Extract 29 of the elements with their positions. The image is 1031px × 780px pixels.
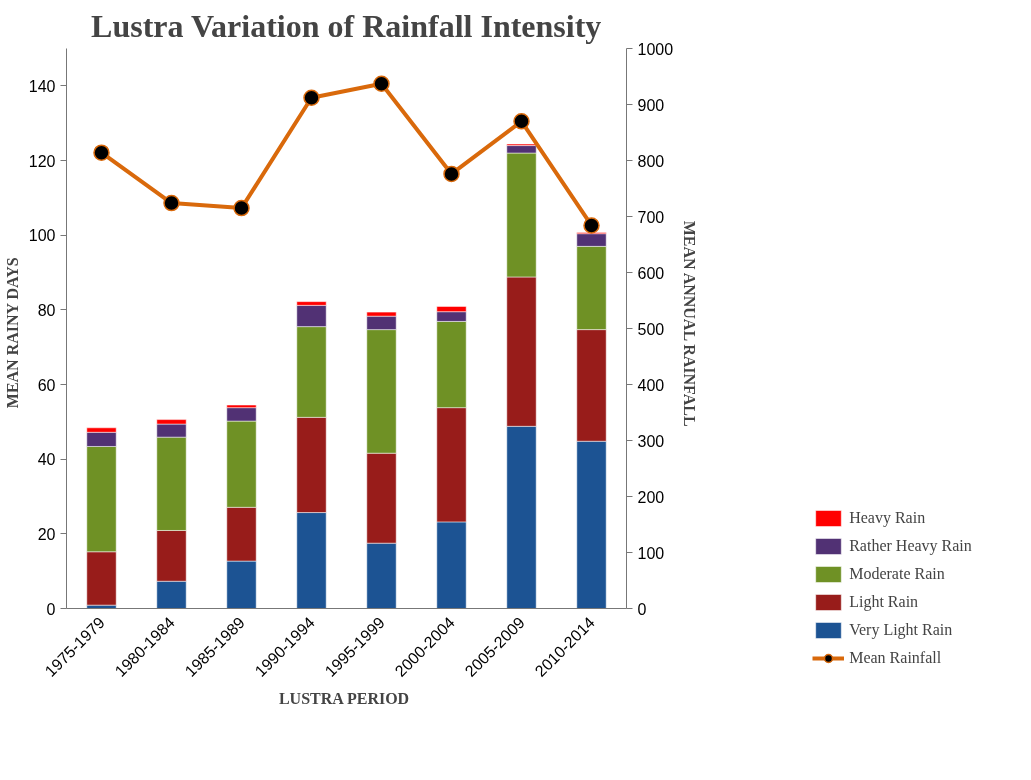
y-tick-label: 0 — [46, 600, 56, 618]
y2-tick-label: 1000 — [637, 40, 674, 58]
y-axis-title: MEAN RAINY DAYS — [3, 257, 21, 409]
y2-tick-label: 800 — [637, 152, 665, 170]
y2-tick-label: 100 — [637, 544, 665, 562]
y-tick-label: 100 — [28, 227, 56, 245]
y-tick-label: 120 — [28, 152, 56, 170]
y2-tick-label: 400 — [637, 376, 665, 394]
x-axis-title: LUSTRA PERIOD — [278, 690, 410, 708]
y2-tick-label: 200 — [637, 488, 665, 506]
y2-tick-label: 900 — [637, 96, 665, 114]
y-tick-label: 80 — [37, 301, 56, 319]
y2-axis-title: MEAN ANNUAL RAINFALL — [681, 220, 699, 427]
legend-label: Light Rain — [849, 593, 919, 611]
y2-tick-label: 0 — [637, 600, 647, 618]
y2-tick-label: 300 — [637, 432, 665, 450]
legend-label: Very Light Rain — [849, 621, 953, 639]
y2-tick-label: 700 — [637, 208, 665, 226]
y-tick-label: 20 — [37, 525, 56, 543]
y-tick-label: 140 — [28, 77, 56, 95]
y-tick-label: 60 — [37, 376, 56, 394]
legend-label: Mean Rainfall — [849, 649, 942, 667]
legend-label: Rather Heavy Rain — [849, 537, 972, 555]
legend-label: Heavy Rain — [849, 509, 926, 527]
y2-tick-label: 600 — [637, 264, 665, 282]
legend-label: Moderate Rain — [849, 565, 945, 583]
chart-title: Lustra Variation of Rainfall Intensity — [91, 7, 602, 44]
y-tick-label: 40 — [37, 451, 56, 469]
y2-tick-label: 500 — [637, 320, 665, 338]
